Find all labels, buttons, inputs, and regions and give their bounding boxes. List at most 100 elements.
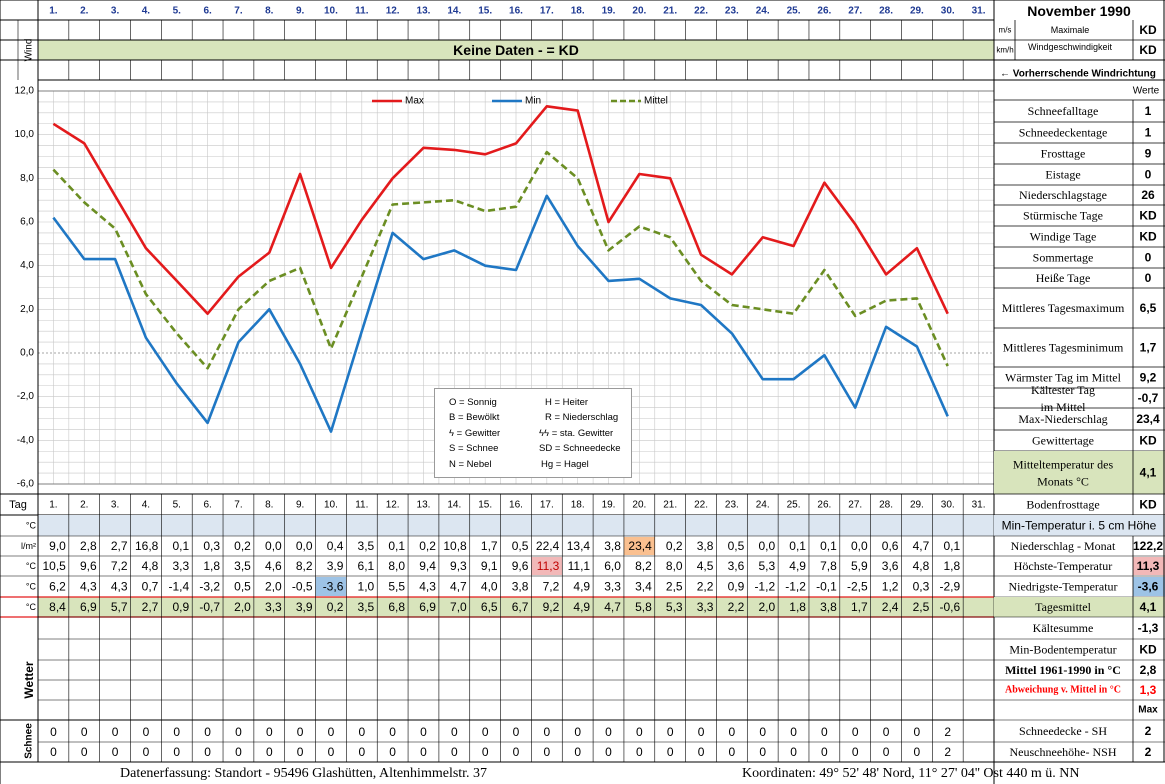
stats-label: Wärmster Tag im Mittel xyxy=(1005,371,1122,385)
table-cell-precip: 3,8 xyxy=(604,539,621,553)
table-cell-max: 6,0 xyxy=(604,559,621,573)
table-cell-mean: 0,2 xyxy=(327,600,344,614)
summary-value: Max xyxy=(1138,705,1158,716)
snow-nsh-cell: 0 xyxy=(297,745,304,759)
table-cell-mean: 5,3 xyxy=(666,600,683,614)
snow-sh-cell: 0 xyxy=(112,725,119,739)
table-cell-mean: -0,6 xyxy=(939,600,960,614)
table-cell-max: 3,3 xyxy=(173,559,190,573)
day-header-bottom: 28. xyxy=(879,500,893,511)
snow-sh-cell: 0 xyxy=(266,725,273,739)
table-cell-min: 0,9 xyxy=(728,580,745,594)
summary-label: Min-Temperatur i. 5 cm Höhe xyxy=(1002,519,1157,533)
wind-max-label: Maximale xyxy=(1051,25,1090,35)
day-header-top: 10. xyxy=(324,6,338,17)
series-line-mittel xyxy=(52,150,949,370)
snow-nsh-cell: 0 xyxy=(173,745,180,759)
wind-unit-ms: m/s xyxy=(999,26,1012,35)
stats-value: KD xyxy=(1139,498,1157,512)
snow-nsh-cell: 0 xyxy=(543,745,550,759)
summary-label: Abweichung v. Mittel in °C xyxy=(1005,685,1121,696)
wind-max-ms-value: KD xyxy=(1139,23,1157,37)
table-cell-min: 3,8 xyxy=(512,580,529,594)
snow-sh-cell: 0 xyxy=(143,725,150,739)
table-cell-max: 4,9 xyxy=(789,559,806,573)
summary-value: 2,8 xyxy=(1140,663,1157,677)
table-cell-min: 4,9 xyxy=(573,580,590,594)
table-cell-max: 11,3 xyxy=(537,559,560,573)
day-header-top: 25. xyxy=(787,6,801,17)
table-cell-min: 5,5 xyxy=(388,580,405,594)
table-cell-mean: 0,9 xyxy=(173,600,190,614)
snow-nsh-cell: 0 xyxy=(204,745,211,759)
day-header-bottom: 8. xyxy=(265,500,273,511)
table-cell-mean: 6,7 xyxy=(512,600,529,614)
y-tick-label: 6,0 xyxy=(20,217,34,228)
table-cell-precip: 0,5 xyxy=(512,539,529,553)
table-row-band xyxy=(38,515,994,536)
table-cell-max: 3,6 xyxy=(882,559,899,573)
table-cell-max: 5,3 xyxy=(758,559,775,573)
stats-label: Eistage xyxy=(1045,168,1080,182)
table-cell-precip: 10,8 xyxy=(443,539,467,553)
day-header-bottom: 26. xyxy=(817,500,831,511)
table-cell-mean: 8,4 xyxy=(49,600,66,614)
day-header-top: 31. xyxy=(972,6,986,17)
summary-value: 2 xyxy=(1145,745,1152,759)
table-cell-precip: 0,0 xyxy=(265,539,282,553)
day-header-bottom: 11. xyxy=(355,500,368,511)
table-cell-min: 4,3 xyxy=(80,580,97,594)
stats-value: 1,7 xyxy=(1140,341,1157,355)
table-cell-min: 4,7 xyxy=(450,580,467,594)
snow-nsh-cell: 0 xyxy=(574,745,581,759)
table-cell-mean: 2,4 xyxy=(882,600,899,614)
table-cell-max: 8,0 xyxy=(388,559,405,573)
table-cell-precip: 1,7 xyxy=(481,539,498,553)
table-cell-precip: 0,0 xyxy=(851,539,868,553)
day-header-bottom: 12. xyxy=(386,500,400,511)
table-cell-mean: -0,7 xyxy=(199,600,220,614)
day-header-top: 20. xyxy=(632,6,646,17)
table-cell-min: 0,5 xyxy=(234,580,251,594)
day-header-top: 29. xyxy=(910,6,924,17)
stats-row-highlight xyxy=(994,451,1165,494)
y-tick-label: 10,0 xyxy=(15,129,35,140)
snow-nsh-cell: 0 xyxy=(266,745,273,759)
summary-value: -3,6 xyxy=(1138,580,1159,594)
y-tick-label: 4,0 xyxy=(20,260,34,271)
table-cell-precip: 0,5 xyxy=(728,539,745,553)
snow-nsh-cell: 0 xyxy=(914,745,921,759)
y-tick-label: 12,0 xyxy=(15,86,35,97)
day-header-top: 26. xyxy=(817,6,831,17)
y-tick-label: 2,0 xyxy=(20,304,34,315)
table-cell-mean: 1,7 xyxy=(851,600,868,614)
day-header-bottom: 25. xyxy=(787,500,801,511)
table-cell-mean: 2,0 xyxy=(234,600,251,614)
day-header-bottom: 14. xyxy=(447,500,461,511)
snow-sh-cell: 0 xyxy=(420,725,427,739)
table-cell-precip: 22,4 xyxy=(536,539,560,553)
snow-sh-cell: 0 xyxy=(173,725,180,739)
stats-value: -0,7 xyxy=(1138,391,1159,405)
legend-label-mittel: Mittel xyxy=(644,96,668,107)
table-cell-min: 4,3 xyxy=(111,580,128,594)
day-header-top: 9. xyxy=(296,6,305,17)
table-unit-label: °C xyxy=(26,602,37,612)
snow-sh-cell: 0 xyxy=(667,725,674,739)
snow-sh-cell: 0 xyxy=(389,725,396,739)
day-header-bottom: 21. xyxy=(663,500,677,511)
snow-nsh-cell: 0 xyxy=(698,745,705,759)
day-header-bottom: 2. xyxy=(80,500,88,511)
day-header-top: 8. xyxy=(265,6,274,17)
stats-value: 0 xyxy=(1145,271,1152,285)
day-header-bottom: 29. xyxy=(910,500,924,511)
table-cell-precip: 0,0 xyxy=(296,539,313,553)
stats-value: 9,2 xyxy=(1140,371,1157,385)
weather-row-label: Wetter xyxy=(22,661,36,698)
footer-coordinates: Koordinaten: 49° 52' 48' Nord, 11° 27' 0… xyxy=(742,766,1080,781)
table-cell-precip: 0,1 xyxy=(388,539,405,553)
page-title: November 1990 xyxy=(1027,3,1131,19)
wind-max-kmh-value: KD xyxy=(1139,43,1157,57)
day-header-top: 5. xyxy=(173,6,182,17)
